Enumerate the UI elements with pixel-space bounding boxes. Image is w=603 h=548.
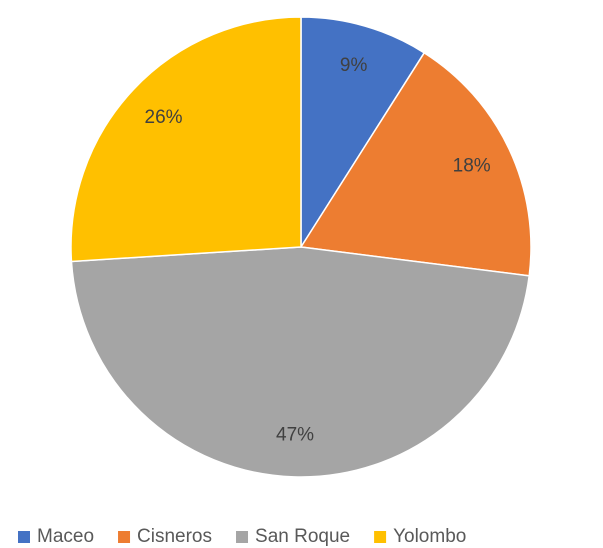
pie-slice — [70, 16, 302, 263]
legend-marker — [18, 531, 30, 543]
legend-label: San Roque — [255, 526, 350, 547]
legend-marker — [236, 531, 249, 543]
legend-marker — [118, 531, 131, 543]
legend-label: Cisneros — [137, 526, 212, 547]
pie-slice — [299, 51, 532, 277]
data-label: 47% — [276, 425, 314, 446]
legend-marker — [374, 531, 387, 543]
data-label: 9% — [340, 55, 368, 76]
pie-slice — [70, 246, 531, 478]
pie-slice — [300, 16, 426, 250]
legend-label: Yolombo — [393, 526, 466, 547]
data-label: 26% — [145, 107, 183, 128]
legend-label: Maceo — [37, 526, 94, 547]
data-label: 18% — [453, 156, 491, 177]
